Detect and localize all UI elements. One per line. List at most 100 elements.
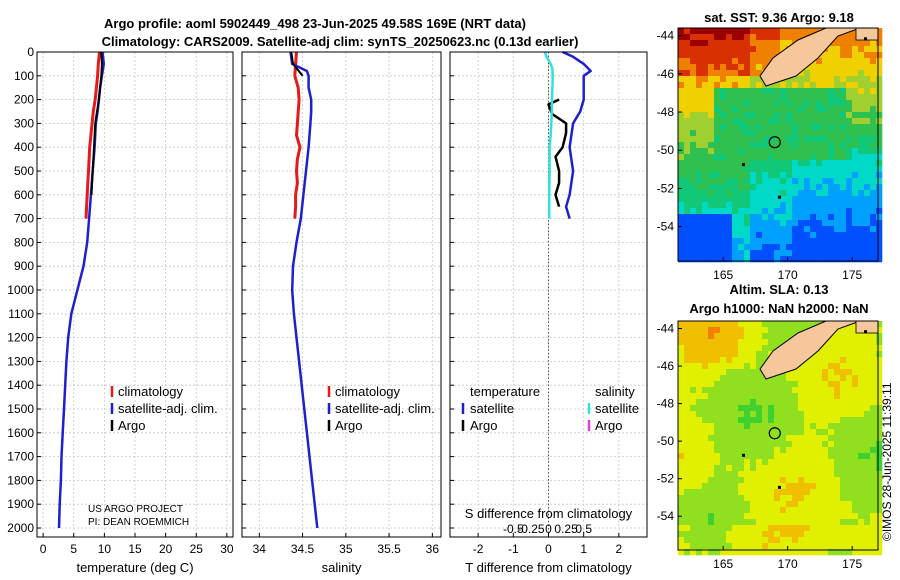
map-cell bbox=[864, 465, 871, 472]
map-cell bbox=[684, 220, 691, 227]
map-cell bbox=[858, 375, 865, 382]
map-cell bbox=[714, 256, 721, 263]
map-cell bbox=[678, 489, 685, 496]
map-cell bbox=[768, 208, 775, 215]
map-cell bbox=[858, 459, 865, 466]
map-cell bbox=[876, 256, 883, 263]
map-cell bbox=[804, 100, 811, 107]
map-cell bbox=[804, 471, 811, 478]
map-cell bbox=[816, 441, 823, 448]
map-cell bbox=[792, 483, 799, 490]
map-cell bbox=[708, 375, 715, 382]
map-cell bbox=[864, 483, 871, 490]
map-cell bbox=[864, 232, 871, 239]
map-cell bbox=[708, 435, 715, 442]
map-cell bbox=[816, 172, 823, 179]
map-cell bbox=[714, 106, 721, 113]
map-cell bbox=[828, 387, 835, 394]
map-cell bbox=[720, 226, 727, 233]
map-cell bbox=[714, 202, 721, 209]
map-cell bbox=[798, 441, 805, 448]
map-cell bbox=[792, 321, 799, 328]
map-cell bbox=[708, 118, 715, 125]
map-cell bbox=[828, 381, 835, 388]
map-cell bbox=[708, 345, 715, 352]
map-cell bbox=[726, 381, 733, 388]
map-cell bbox=[714, 423, 721, 430]
map-cell bbox=[738, 250, 745, 257]
map-cell bbox=[708, 46, 715, 53]
map-cell bbox=[690, 238, 697, 245]
map-cell bbox=[678, 232, 685, 239]
map-cell bbox=[684, 172, 691, 179]
map-cell bbox=[804, 136, 811, 143]
map-cell bbox=[696, 333, 703, 340]
map-cell bbox=[762, 405, 769, 412]
map-cell bbox=[702, 94, 709, 101]
map-cell bbox=[774, 447, 781, 454]
map-cell bbox=[822, 399, 829, 406]
map-cell bbox=[876, 345, 883, 352]
map-cell bbox=[864, 148, 871, 155]
map-cell bbox=[834, 208, 841, 215]
map-cell bbox=[732, 417, 739, 424]
map-cell bbox=[750, 244, 757, 251]
map-cell bbox=[678, 405, 685, 412]
map-cell bbox=[846, 459, 853, 466]
map-cell bbox=[684, 423, 691, 430]
map-cell bbox=[702, 459, 709, 466]
map-cell bbox=[714, 112, 721, 119]
map-cell bbox=[696, 136, 703, 143]
map-cell bbox=[858, 465, 865, 472]
map-cell bbox=[876, 82, 883, 89]
map-cell bbox=[738, 70, 745, 77]
map-cell bbox=[690, 375, 697, 382]
map-cell bbox=[858, 226, 865, 233]
map-cell bbox=[792, 190, 799, 197]
map-cell bbox=[714, 208, 721, 215]
map-cell bbox=[876, 441, 883, 448]
map-cell bbox=[720, 357, 727, 364]
map-cell bbox=[828, 118, 835, 125]
map-cell bbox=[678, 393, 685, 400]
map-cell bbox=[726, 333, 733, 340]
map-cell bbox=[678, 40, 685, 47]
map-cell bbox=[792, 423, 799, 430]
map-cell bbox=[786, 154, 793, 161]
map-cell bbox=[876, 154, 883, 161]
map-cell bbox=[684, 321, 691, 328]
map-cell bbox=[822, 369, 829, 376]
map-cell bbox=[810, 28, 817, 35]
map-cell bbox=[762, 40, 769, 47]
map-cell bbox=[738, 208, 745, 215]
map-cell bbox=[846, 118, 853, 125]
map-cell bbox=[690, 519, 697, 526]
map-cell bbox=[798, 453, 805, 460]
map-cell bbox=[768, 513, 775, 520]
map-cell bbox=[780, 477, 787, 484]
map-cell bbox=[870, 196, 877, 203]
map-cell bbox=[810, 142, 817, 149]
map-cell bbox=[798, 471, 805, 478]
map-cell bbox=[738, 82, 745, 89]
map-cell bbox=[762, 226, 769, 233]
map-cell bbox=[708, 40, 715, 47]
map-cell bbox=[828, 148, 835, 155]
map-cell bbox=[690, 387, 697, 394]
map-cell bbox=[768, 471, 775, 478]
map-cell bbox=[834, 202, 841, 209]
map-cell bbox=[732, 393, 739, 400]
map-cell bbox=[696, 124, 703, 131]
map-cell bbox=[858, 100, 865, 107]
map-cell bbox=[846, 453, 853, 460]
map-cell bbox=[774, 429, 781, 436]
map-cell bbox=[708, 321, 715, 328]
map-cell bbox=[774, 525, 781, 532]
map-cell bbox=[864, 196, 871, 203]
map-cell bbox=[696, 339, 703, 346]
map-cell bbox=[744, 531, 751, 538]
map-cell bbox=[792, 100, 799, 107]
map-cell bbox=[684, 417, 691, 424]
map-cell bbox=[738, 375, 745, 382]
map-cell bbox=[792, 172, 799, 179]
